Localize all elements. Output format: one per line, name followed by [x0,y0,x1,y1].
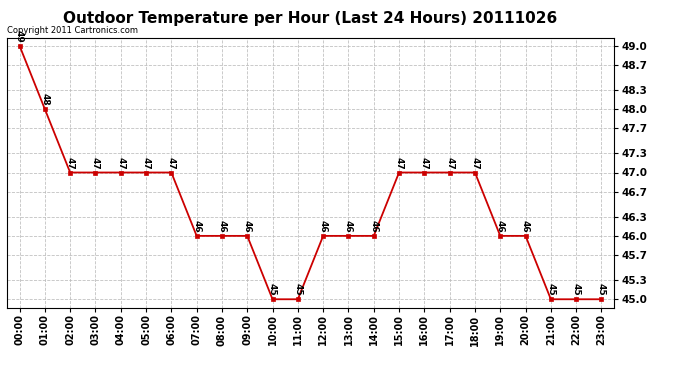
Text: 46: 46 [369,220,378,233]
Text: 45: 45 [293,284,302,296]
Text: 47: 47 [91,157,100,170]
Text: 47: 47 [420,157,429,170]
Text: 47: 47 [141,157,150,170]
Text: 46: 46 [344,220,353,233]
Text: 45: 45 [268,284,277,296]
Text: 45: 45 [571,284,581,296]
Text: 47: 47 [66,157,75,170]
Text: 45: 45 [546,284,555,296]
Text: 49: 49 [15,30,24,43]
Text: 46: 46 [319,220,328,233]
Text: 46: 46 [495,220,505,233]
Text: 46: 46 [243,220,252,233]
Text: 47: 47 [445,157,454,170]
Text: 47: 47 [167,157,176,170]
Text: 45: 45 [597,284,606,296]
Text: Copyright 2011 Cartronics.com: Copyright 2011 Cartronics.com [7,26,138,35]
Text: 47: 47 [471,157,480,170]
Text: 48: 48 [40,93,50,106]
Text: 47: 47 [395,157,404,170]
Text: 47: 47 [116,157,126,170]
Text: 46: 46 [521,220,530,233]
Text: Outdoor Temperature per Hour (Last 24 Hours) 20111026: Outdoor Temperature per Hour (Last 24 Ho… [63,11,558,26]
Text: 46: 46 [192,220,201,233]
Text: 46: 46 [217,220,226,233]
